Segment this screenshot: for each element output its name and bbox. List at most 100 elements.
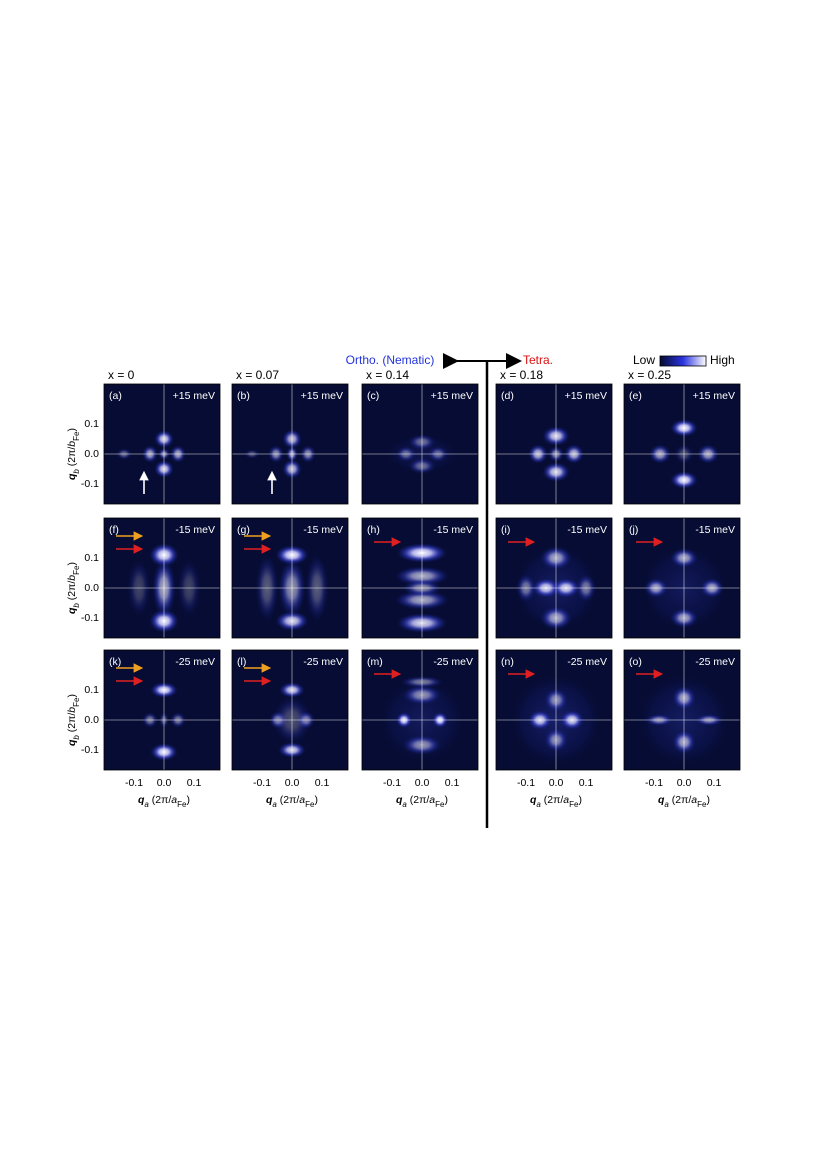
panel-frame [623, 649, 741, 771]
panel-label: (l) [237, 656, 246, 668]
map-panel [232, 384, 348, 504]
axis-label: qb (2π/bFe) [66, 428, 81, 480]
panel-label: (b) [237, 390, 250, 402]
panel-frame [361, 649, 479, 771]
axis-label-part: ) [314, 794, 318, 806]
axis-label-part: q [66, 739, 78, 746]
map-panel [624, 518, 740, 638]
energy-label: -25 meV [567, 656, 607, 668]
y-tick-label: -0.1 [81, 744, 99, 756]
x-tick-label: -0.1 [125, 777, 143, 789]
map-panel [232, 518, 348, 638]
x-tick-label: -0.1 [517, 777, 535, 789]
panel-label: (h) [367, 524, 380, 536]
map-panel [232, 650, 348, 770]
map-panel [104, 650, 220, 770]
energy-label: -15 meV [433, 524, 473, 536]
panel-label: (a) [109, 390, 122, 402]
map-panel [624, 384, 740, 504]
axis-label-part: (2π/ [277, 794, 299, 806]
axis-label-part: q [138, 794, 145, 806]
panel-label: (i) [501, 524, 510, 536]
column-header: x = 0.14 [366, 368, 409, 382]
axis-label-part: b [66, 441, 78, 447]
panel-label: (e) [629, 390, 642, 402]
map-panel [362, 518, 478, 638]
panel-frame [231, 383, 349, 505]
panel-label: (d) [501, 390, 514, 402]
axis-label-part: ) [186, 794, 190, 806]
map-panel [624, 650, 740, 770]
panel-frame [361, 383, 479, 505]
axis-label-part: (2π/ [66, 581, 78, 603]
axis-label-part: a [429, 794, 435, 806]
axis-label-part: (2π/ [149, 794, 171, 806]
y-tick-label: 0.0 [84, 448, 99, 460]
axis-label-part: a [299, 794, 305, 806]
energy-label: -15 meV [695, 524, 735, 536]
axis-label-part: ) [578, 794, 582, 806]
panel-frame [103, 517, 221, 639]
axis-label-part: a [664, 800, 669, 809]
panel-frame [623, 517, 741, 639]
energy-label: +15 meV [173, 390, 215, 402]
ortho-label: Ortho. (Nematic) [346, 353, 435, 367]
x-tick-label: 0.1 [187, 777, 202, 789]
axis-label-part: b [72, 469, 81, 474]
axis-label-part: q [396, 794, 403, 806]
energy-label: -15 meV [567, 524, 607, 536]
map-panel [496, 518, 612, 638]
axis-label-part: (2π/ [66, 447, 78, 469]
panel-frame [231, 517, 349, 639]
y-tick-label: 0.0 [84, 714, 99, 726]
panel-label: (o) [629, 656, 642, 668]
colorbar-high: High [710, 353, 735, 367]
energy-label: -15 meV [303, 524, 343, 536]
axis-label-part: ) [706, 794, 710, 806]
axis-label-part: a [272, 800, 277, 809]
axis-label-part: (2π/ [541, 794, 563, 806]
axis-label: qa (2π/aFe) [530, 794, 582, 809]
axis-label-part: q [66, 473, 78, 480]
y-tick-label: 0.1 [84, 684, 99, 696]
x-tick-label: 0.0 [549, 777, 564, 789]
energy-label: +15 meV [565, 390, 607, 402]
colorbar-low: Low [633, 353, 655, 367]
panel-label: (f) [109, 524, 119, 536]
axis-label-part: Fe [697, 800, 707, 809]
axis-label-part: a [171, 794, 177, 806]
colorbar [659, 355, 707, 367]
axis-label-part: a [402, 800, 407, 809]
axis-label-part: b [66, 575, 78, 581]
axis-label-part: (2π/ [66, 713, 78, 735]
axis-label-part: q [66, 607, 78, 614]
axis-label-part: Fe [435, 800, 445, 809]
axis-label-part: q [266, 794, 273, 806]
axis-label-part: Fe [305, 800, 315, 809]
map-panel [104, 384, 220, 504]
axis-label-part: Fe [72, 697, 81, 707]
axis-label-part: ) [66, 562, 78, 566]
axis-label-part: Fe [177, 800, 187, 809]
axis-label-part: b [66, 707, 78, 713]
column-header: x = 0 [108, 368, 135, 382]
axis-label-part: (2π/ [407, 794, 429, 806]
axis-label-part: Fe [72, 431, 81, 441]
x-tick-label: 0.0 [415, 777, 430, 789]
panel-frame [231, 649, 349, 771]
tetra-label: Tetra. [523, 353, 553, 367]
y-tick-label: 0.0 [84, 582, 99, 594]
y-tick-label: -0.1 [81, 612, 99, 624]
x-tick-label: 0.1 [445, 777, 460, 789]
energy-label: +15 meV [301, 390, 343, 402]
axis-label-part: ) [66, 694, 78, 698]
axis-label-part: ) [444, 794, 448, 806]
map-panel [496, 650, 612, 770]
y-tick-label: 0.1 [84, 552, 99, 564]
x-tick-label: 0.1 [579, 777, 594, 789]
panel-frame [623, 383, 741, 505]
panel-label: (g) [237, 524, 250, 536]
map-panel [362, 384, 478, 504]
panel-frame [495, 517, 613, 639]
x-tick-label: 0.1 [707, 777, 722, 789]
